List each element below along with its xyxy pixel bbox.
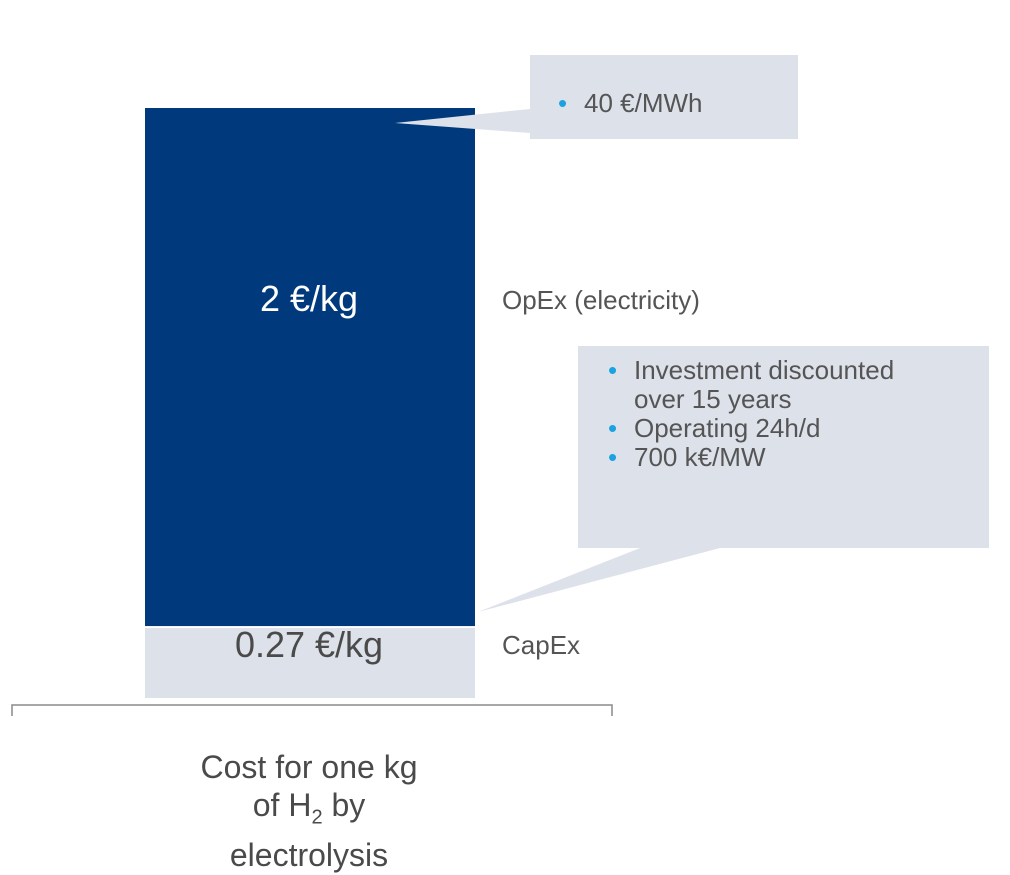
callout-opex: 40 €/MWh bbox=[530, 55, 798, 139]
bar-opex bbox=[145, 108, 475, 627]
category-label-line3: electrolysis bbox=[229, 837, 389, 874]
callout-capex: Investment discounted over 15 years Oper… bbox=[578, 346, 989, 548]
category-bracket bbox=[11, 704, 613, 716]
callout-capex-pointer bbox=[478, 548, 720, 612]
series-name-opex: OpEx (electricity) bbox=[502, 285, 700, 315]
callout-opex-list: 40 €/MWh bbox=[556, 89, 798, 119]
bar-label-capex: 0.27 €/kg bbox=[234, 624, 384, 665]
callout-capex-item-price: 700 k€/MW bbox=[606, 443, 989, 473]
callout-opex-pointer bbox=[395, 109, 530, 133]
category-label: Cost for one kg of H2 by electrolysis bbox=[144, 748, 474, 874]
bar-label-opex: 2 €/kg bbox=[259, 278, 359, 319]
category-label-line1: Cost for one kg bbox=[200, 749, 418, 785]
category-label-line2-pre: of H bbox=[252, 787, 312, 823]
callout-capex-item-operating: Operating 24h/d bbox=[606, 414, 989, 444]
callout-capex-list: Investment discounted over 15 years Oper… bbox=[606, 356, 989, 473]
category-label-subscript: 2 bbox=[311, 806, 323, 829]
bar-capex bbox=[145, 628, 475, 698]
series-name-capex: CapEx bbox=[502, 630, 581, 660]
callout-opex-item: 40 €/MWh bbox=[556, 89, 798, 119]
category-label-line2-post: by bbox=[322, 787, 366, 823]
callout-capex-item-investment: Investment discounted over 15 years bbox=[606, 356, 934, 414]
